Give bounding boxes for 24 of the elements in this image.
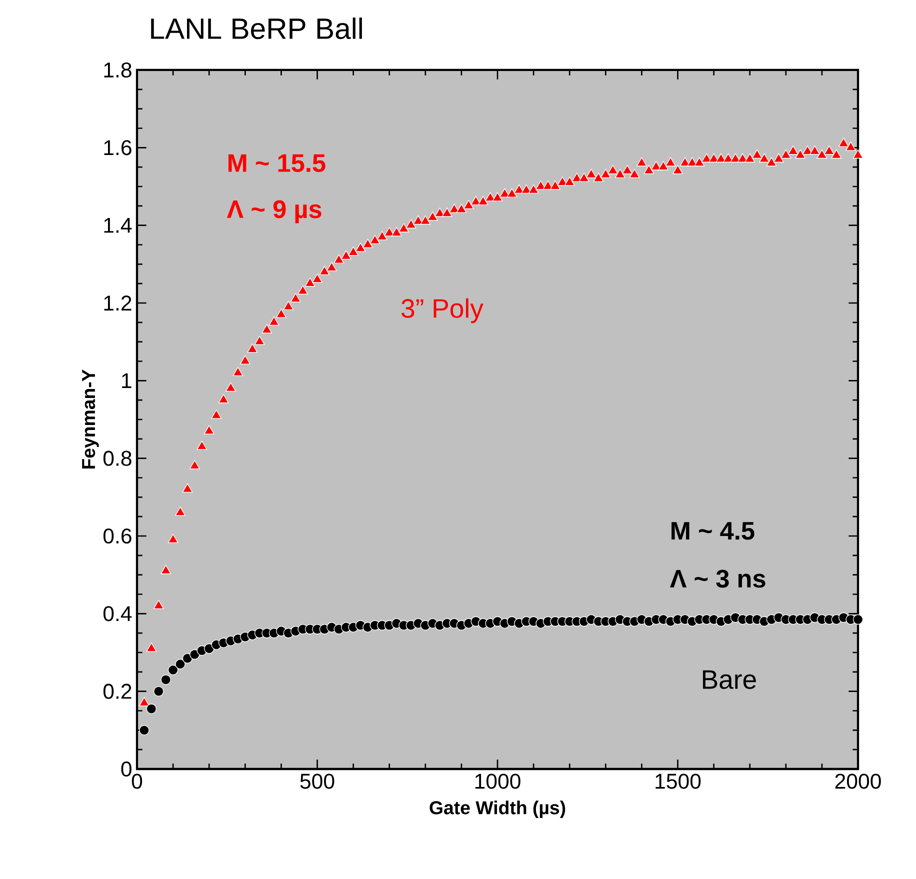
x-tick-label: 500 [300, 774, 334, 789]
y-tick-label: 1 [122, 373, 132, 388]
x-tick-label: 0 [132, 774, 142, 789]
y-tick-label: 0.2 [103, 684, 132, 699]
y-tick-label: 1.6 [104, 140, 132, 156]
series-label: Bare [702, 670, 756, 689]
chart-title: LANL BeRP Ball [151, 18, 362, 40]
annotation: M ~ 4.5 [672, 522, 754, 540]
y-tick-label: 0.8 [103, 450, 132, 466]
annotation: Λ ~ 9 µs [226, 200, 322, 224]
y-tick-label: 0.4 [103, 606, 132, 622]
y-tick-label: 1.4 [104, 218, 132, 233]
annotation: Λ ~ 3 ns [670, 570, 766, 588]
text: 3” Poly [402, 298, 484, 324]
y-tick-label: 1.2 [104, 296, 132, 310]
x-tick-label: 1000 [475, 774, 520, 789]
y-tick-label: 0.6 [103, 528, 132, 544]
y-tick-label: 1.8 [104, 62, 132, 78]
x-tick-label: 2000 [835, 774, 881, 789]
annotation: M ~ 15.5 [228, 154, 326, 172]
x-axis-title: Gate Width (µs) [430, 800, 566, 818]
x-tick-label: 1500 [656, 774, 701, 789]
y-tick-label: 0 [121, 761, 132, 777]
y-axis-title: Feynman-Y [82, 369, 99, 469]
